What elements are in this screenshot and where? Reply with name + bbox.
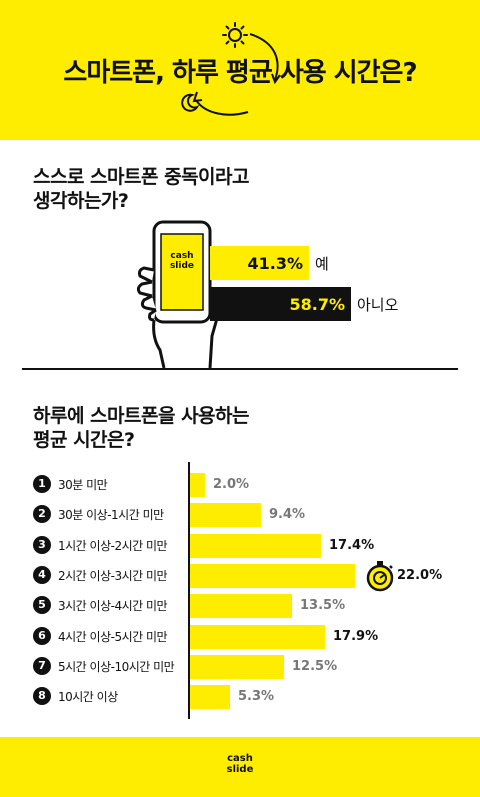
row-number-badge: 3 [33, 536, 51, 554]
question2-title: 하루에 스마트폰을 사용하는 평균 시간은? [33, 404, 363, 452]
category-label: 4시간 이상-5시간 미만 [58, 630, 168, 644]
phone-brand-line1: cash [170, 251, 193, 261]
sun-icon [222, 22, 248, 48]
question2-title-line1: 하루에 스마트폰을 사용하는 [33, 405, 250, 427]
orbit-arc [192, 33, 281, 116]
usage-bar [190, 655, 284, 679]
row-number-badge: 1 [33, 475, 51, 493]
category-label: 10시간 이상 [58, 690, 118, 704]
hand-phone-icon: cash slide [136, 220, 220, 368]
usage-row: 3 1시간 이상-2시간 미만 17.4% [0, 534, 480, 558]
usage-value: 22.0% [397, 568, 443, 583]
brand-line2: slide [226, 764, 254, 775]
answer-bar: 41.3% [210, 246, 309, 280]
usage-row: 2 30분 이상-1시간 미만 9.4% [0, 503, 480, 527]
row-number-badge: 2 [33, 505, 51, 523]
usage-bar [190, 473, 205, 497]
row-number-badge: 7 [33, 657, 51, 675]
chart-axis [188, 462, 190, 719]
row-number-badge: 8 [33, 687, 51, 705]
category-label: 3시간 이상-4시간 미만 [58, 599, 168, 613]
usage-row: 7 5시간 이상-10시간 미만 12.5% [0, 655, 480, 679]
timer-icon [366, 561, 394, 592]
moon-icon [181, 93, 200, 112]
usage-bar [190, 534, 321, 558]
phone-brand-line2: slide [170, 261, 194, 271]
answer-value: 58.7% [289, 295, 345, 314]
usage-value: 2.0% [213, 477, 250, 492]
usage-value: 9.4% [269, 507, 306, 522]
usage-value: 12.5% [292, 659, 338, 674]
usage-bar [190, 564, 355, 588]
row-number-badge: 5 [33, 596, 51, 614]
usage-value: 13.5% [300, 598, 346, 613]
usage-value: 17.9% [333, 629, 379, 644]
question1-title: 스스로 스마트폰 중독이라고 생각하는가? [33, 165, 363, 213]
usage-value: 5.3% [238, 689, 275, 704]
category-label: 5시간 이상-10시간 미만 [58, 660, 175, 674]
usage-row: 5 3시간 이상-4시간 미만 13.5% [0, 594, 480, 618]
answer-value: 41.3% [247, 254, 303, 273]
brand-line1: cash [227, 753, 253, 764]
answer-bar: 58.7% [210, 287, 351, 321]
usage-bar [190, 625, 325, 649]
usage-bar [190, 503, 261, 527]
usage-bar [190, 685, 230, 709]
usage-value: 17.4% [329, 538, 375, 553]
category-label: 1시간 이상-2시간 미만 [58, 539, 168, 553]
question1-title-line2: 생각하는가? [33, 190, 129, 212]
brand-logo: cash slide [0, 753, 480, 775]
usage-row: 6 4시간 이상-5시간 미만 17.9% [0, 625, 480, 649]
header-banner: 스마트폰, 하루 평균 사용 시간은? [0, 0, 480, 140]
usage-bar [190, 594, 292, 618]
question1-title-line1: 스스로 스마트폰 중독이라고 [33, 166, 250, 188]
question2-title-line2: 평균 시간은? [33, 429, 135, 451]
footer-banner: cash slide [0, 737, 480, 797]
answer-label: 아니오 [357, 296, 399, 314]
usage-row: 8 10시간 이상 5.3% [0, 685, 480, 709]
category-label: 30분 미만 [58, 478, 108, 492]
usage-row: 4 2시간 이상-3시간 미만 22.0% [0, 564, 480, 588]
section-divider [22, 368, 458, 370]
answer-label: 예 [315, 255, 329, 273]
page-title: 스마트폰, 하루 평균 사용 시간은? [63, 58, 417, 88]
row-number-badge: 6 [33, 627, 51, 645]
row-number-badge: 4 [33, 566, 51, 584]
category-label: 2시간 이상-3시간 미만 [58, 569, 168, 583]
usage-row: 1 30분 미만 2.0% [0, 473, 480, 497]
category-label: 30분 이상-1시간 미만 [58, 508, 164, 522]
